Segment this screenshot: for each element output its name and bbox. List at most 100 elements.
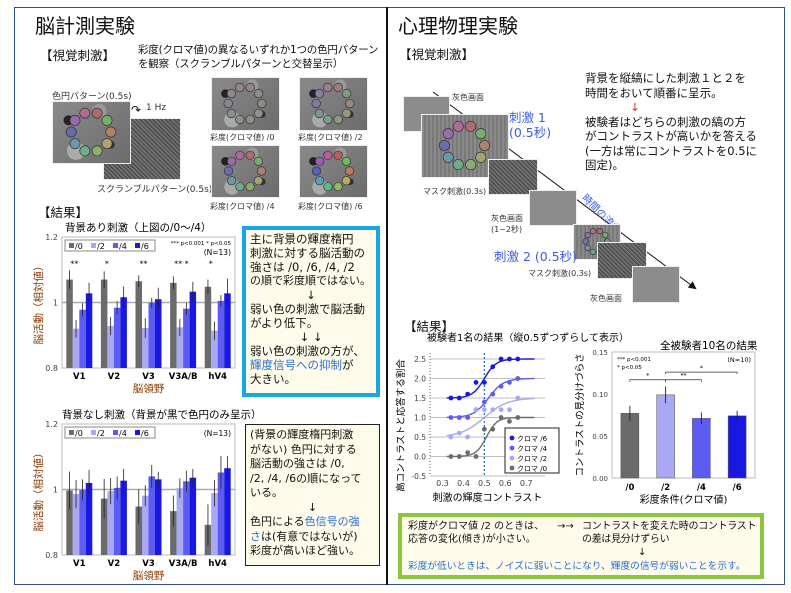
- color-circle: [341, 108, 352, 119]
- x-tick-label: V3A/B: [169, 372, 198, 382]
- color-pattern-label: 色円パターン(0.5s): [52, 92, 132, 102]
- box-text: 色円による: [250, 515, 305, 528]
- legend-label: クロマ /0: [517, 465, 547, 473]
- significance-mark: *: [105, 259, 109, 268]
- mask-label: マスク刺激(0.3s): [528, 269, 592, 278]
- bar: [155, 299, 162, 368]
- color-circle: [341, 156, 351, 166]
- procedure-description: 背景を縦縞にした刺激１と２を 時間をおいて順番に呈示。 ↓ 被験者はどちらの刺激…: [585, 71, 757, 173]
- color-circle: [253, 176, 263, 186]
- bar: [85, 482, 93, 555]
- legend-swatch: [91, 243, 96, 248]
- x-tick-label: hV4: [208, 559, 227, 569]
- thumbnail-label: 彩度(クロマ値) /4: [210, 202, 275, 211]
- color-circle: [442, 128, 454, 140]
- desc-line: がコントラストが高いかを答える: [585, 129, 757, 143]
- y-axis-label: コントラストの見分けづらさ: [575, 353, 586, 476]
- y-axis-label: 高コントラストと応答する割合: [395, 359, 407, 492]
- box-text: の差は見分けずらい: [582, 534, 670, 545]
- color-circle: [69, 114, 81, 126]
- y-tick-label: 2.0: [414, 375, 426, 384]
- color-circle: [344, 166, 355, 176]
- desc-line: を観察（スクランブルパターンと交替呈示）: [138, 58, 344, 70]
- bar: [217, 300, 225, 368]
- gray-screen-2-label: 灰色画面 (1~2秒): [491, 213, 523, 235]
- color-circle: [323, 114, 333, 125]
- x-tick-label: 0.4: [457, 479, 470, 488]
- data-point: [448, 434, 454, 440]
- y-tick-label: 2.5: [414, 355, 426, 364]
- data-point: [456, 395, 462, 401]
- box-text: 応答の変化(傾き)が小さい。: [408, 534, 536, 545]
- color-circle: [65, 126, 77, 138]
- down-arrow-icon: ↓ ↓: [299, 330, 323, 344]
- color-circle: [333, 114, 343, 125]
- data-point: [515, 395, 521, 401]
- data-point: [473, 380, 479, 385]
- y-tick-label: 1: [53, 299, 58, 308]
- significance-mark: *: [209, 259, 213, 268]
- data-point: [448, 395, 454, 401]
- bar: [66, 279, 73, 368]
- x-tick-label: /4: [697, 483, 706, 493]
- data-point: [507, 356, 512, 362]
- color-circle: [475, 151, 487, 163]
- color-circles-icon: [65, 107, 117, 157]
- color-circle: [79, 107, 91, 119]
- color-circle: [91, 145, 103, 157]
- y-tick-label: 1.2: [45, 233, 58, 242]
- chart-with-background: 背景あり刺激（上図の/0～/4） 0.8 1 1.2 脳活動（相対値） V1 ** V2 * V3…: [32, 221, 236, 395]
- mask-1-image: [488, 159, 538, 195]
- desc-line: 時間をおいて順番に呈示。: [585, 85, 723, 100]
- color-circle: [323, 82, 333, 93]
- box-text: の順で彩度順ではない。: [250, 274, 371, 287]
- data-point: [490, 426, 496, 432]
- y-tick-label: -0.5: [411, 472, 426, 481]
- bar: [135, 281, 142, 368]
- color-circle: [226, 108, 237, 119]
- stimulus-1-label: 刺激 1 (0.5秒): [509, 110, 551, 140]
- color-circle: [101, 114, 113, 126]
- results-heading: 【結果】: [404, 319, 455, 334]
- gray-screen-label: 灰色画面: [452, 93, 484, 102]
- color-circle: [311, 166, 322, 176]
- legend-marker: [509, 455, 515, 461]
- y-tick-label: 1.0: [414, 414, 426, 423]
- stimulus-2-label: 刺激 2 (0.5秒): [494, 249, 578, 264]
- gray-screen-3: [632, 266, 680, 303]
- thumbnail-label: 彩度(クロマ値) /6: [298, 202, 363, 211]
- color-circle: [345, 98, 355, 109]
- thumbnail-chroma-0: [211, 77, 280, 131]
- conclusion-left: 彩度がクロマ値 /2 のときは、 応答の変化(傾き)が小さい。: [408, 520, 544, 546]
- chart-title: 全被験者10名の結果: [660, 339, 758, 352]
- gray-label: (1~2秒): [491, 225, 523, 234]
- gray-screen-2: [529, 190, 577, 226]
- bar: [170, 511, 177, 555]
- box-text: が: [342, 358, 354, 372]
- color-circle: [256, 166, 267, 176]
- data-point: [456, 454, 462, 459]
- bar: [183, 481, 190, 555]
- color-circle: [333, 182, 343, 192]
- legend-marker: [509, 445, 515, 451]
- color-circle: [584, 231, 591, 239]
- bar: [148, 302, 155, 368]
- x-tick-label: /6: [733, 483, 742, 493]
- bar: [211, 493, 218, 555]
- bar: [72, 494, 80, 555]
- color-circle: [465, 120, 477, 132]
- color-circle: [584, 244, 591, 252]
- data-point: [507, 419, 512, 424]
- data-point: [498, 383, 504, 389]
- desc-line: 背景を縦縞にした刺激１と２を: [585, 71, 746, 85]
- y-axis-label: 脳活動（相対値）: [32, 261, 45, 345]
- significance-mark: *: [646, 373, 649, 380]
- bar: [204, 286, 212, 368]
- color-circle: [223, 98, 233, 109]
- chart-title: 被験者1名の結果（縦0.5ずつずらして表示）: [427, 331, 629, 344]
- bar: [107, 326, 114, 368]
- color-circle: [333, 150, 343, 160]
- bar: [148, 476, 155, 555]
- color-circle: [596, 227, 604, 235]
- scramble-label: スクランブルパターン(0.5s): [97, 185, 213, 195]
